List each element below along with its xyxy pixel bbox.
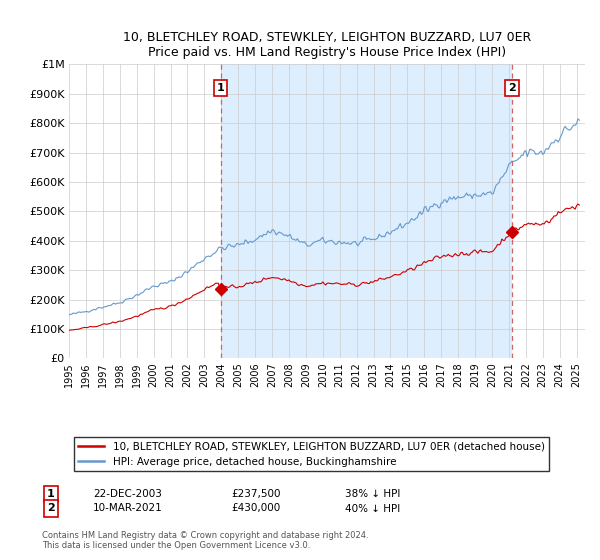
- Text: £430,000: £430,000: [231, 503, 280, 514]
- Title: 10, BLETCHLEY ROAD, STEWKLEY, LEIGHTON BUZZARD, LU7 0ER
Price paid vs. HM Land R: 10, BLETCHLEY ROAD, STEWKLEY, LEIGHTON B…: [123, 31, 531, 59]
- Text: 10-MAR-2021: 10-MAR-2021: [93, 503, 163, 514]
- Text: £237,500: £237,500: [231, 489, 281, 499]
- Text: 2: 2: [508, 83, 516, 93]
- Text: 38% ↓ HPI: 38% ↓ HPI: [345, 489, 400, 499]
- Text: 40% ↓ HPI: 40% ↓ HPI: [345, 503, 400, 514]
- Text: 22-DEC-2003: 22-DEC-2003: [93, 489, 162, 499]
- Legend: 10, BLETCHLEY ROAD, STEWKLEY, LEIGHTON BUZZARD, LU7 0ER (detached house), HPI: A: 10, BLETCHLEY ROAD, STEWKLEY, LEIGHTON B…: [74, 437, 549, 471]
- Bar: [221, 64, 512, 358]
- Text: Contains HM Land Registry data © Crown copyright and database right 2024.
This d: Contains HM Land Registry data © Crown c…: [42, 530, 368, 550]
- Text: 1: 1: [47, 489, 55, 499]
- Text: 2: 2: [47, 503, 55, 514]
- Text: 1: 1: [217, 83, 224, 93]
